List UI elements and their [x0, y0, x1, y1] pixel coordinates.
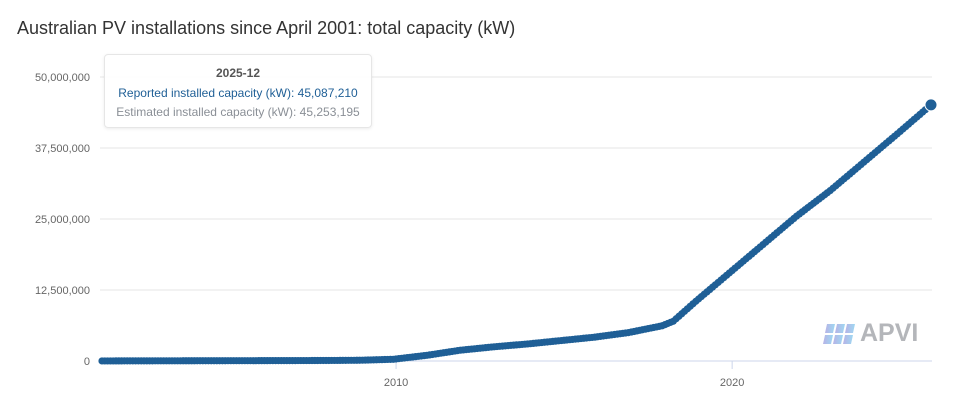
- x-tick-label: 2010: [384, 377, 408, 389]
- tooltip-date: 2025-12: [215, 66, 261, 80]
- chart-title: Australian PV installations since April …: [17, 18, 516, 38]
- data-point-hover: [924, 98, 938, 112]
- apvi-logo: APVI: [822, 319, 918, 348]
- solar-panel-icon: [823, 323, 855, 344]
- y-tick-label: 50,000,000: [35, 72, 90, 84]
- y-tick-label: 12,500,000: [35, 285, 90, 297]
- x-tick-label: 2020: [720, 377, 744, 389]
- y-tick-label: 37,500,000: [35, 143, 90, 155]
- tooltip-estimated: Estimated installed capacity (kW): 45,25…: [116, 105, 360, 119]
- y-tick-label: 0: [84, 356, 90, 368]
- tooltip-reported: Reported installed capacity (kW): 45,087…: [118, 86, 358, 100]
- tooltip: 2025-12 Reported installed capacity (kW)…: [104, 54, 372, 128]
- y-tick-label: 25,000,000: [35, 214, 90, 226]
- logo-text: APVI: [860, 319, 919, 347]
